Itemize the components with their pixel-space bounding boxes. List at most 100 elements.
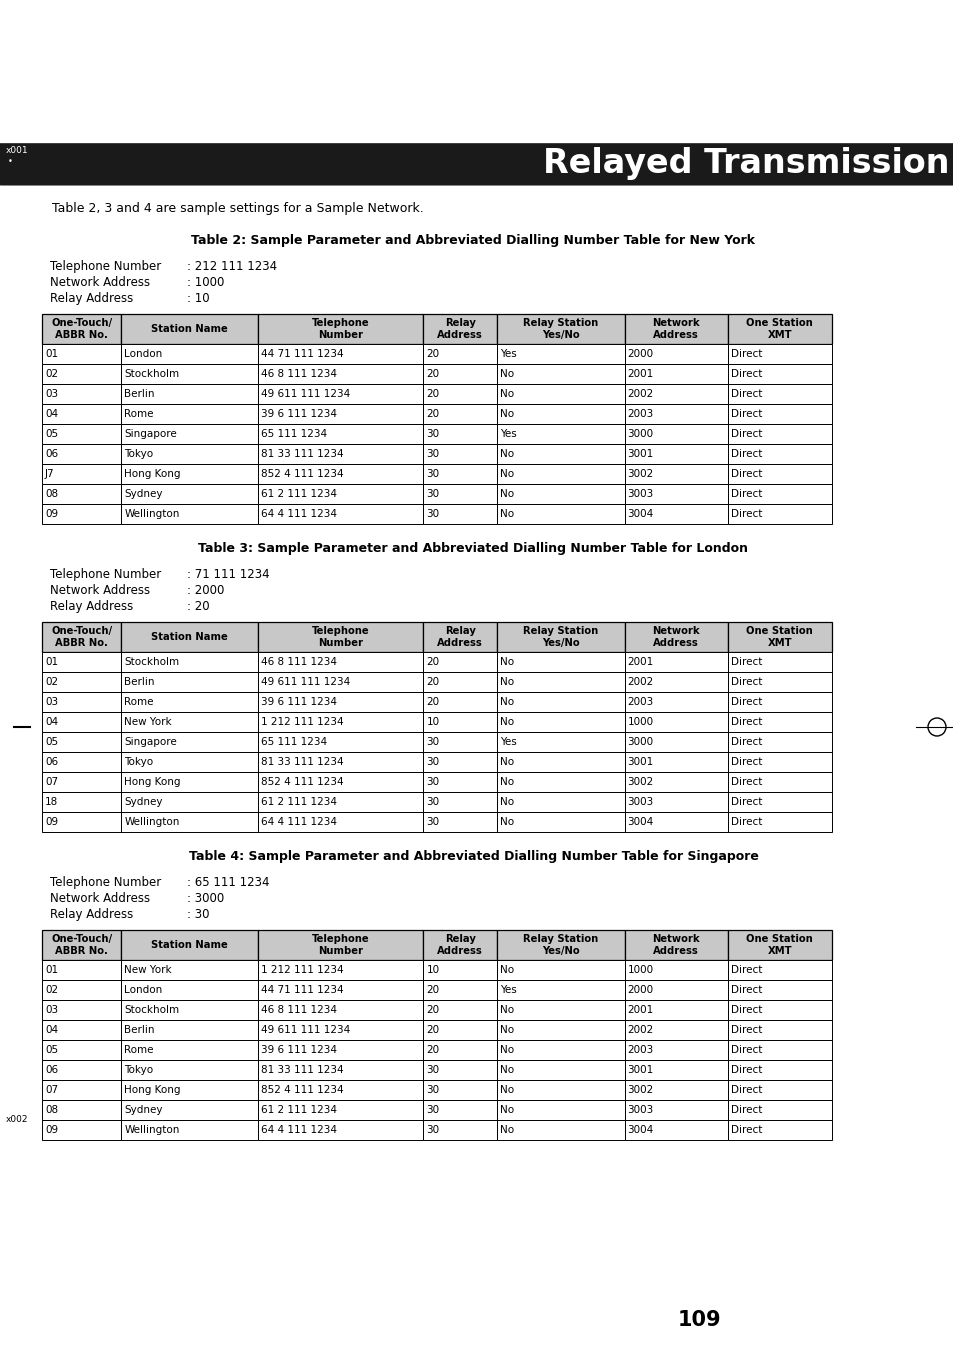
Bar: [497, 960, 624, 979]
Bar: [497, 384, 624, 403]
Bar: [624, 424, 727, 444]
Text: Stockholm: Stockholm: [124, 370, 179, 379]
Text: 3003: 3003: [627, 797, 653, 807]
Text: 30: 30: [426, 488, 439, 499]
Text: Relay
Address: Relay Address: [436, 935, 482, 956]
Text: Sydney: Sydney: [124, 488, 163, 499]
Bar: [42, 484, 121, 505]
Text: 49 611 111 1234: 49 611 111 1234: [260, 389, 350, 399]
Text: Network Address: Network Address: [50, 584, 150, 598]
Text: 03: 03: [45, 697, 58, 707]
Bar: [257, 652, 423, 672]
Text: 09: 09: [45, 1125, 58, 1135]
Bar: [42, 314, 121, 344]
Bar: [42, 1000, 121, 1020]
Bar: [42, 622, 121, 652]
Bar: [42, 1081, 121, 1099]
Text: Table 2, 3 and 4 are sample settings for a Sample Network.: Table 2, 3 and 4 are sample settings for…: [52, 202, 423, 214]
Bar: [624, 505, 727, 523]
Text: 20: 20: [426, 1045, 439, 1055]
Bar: [121, 444, 257, 464]
Text: 20: 20: [426, 657, 439, 666]
Bar: [423, 751, 497, 772]
Bar: [42, 1099, 121, 1120]
Text: 44 71 111 1234: 44 71 111 1234: [260, 985, 343, 996]
Text: 09: 09: [45, 817, 58, 827]
Bar: [727, 792, 831, 812]
Text: 03: 03: [45, 389, 58, 399]
Bar: [42, 403, 121, 424]
Text: : 71 111 1234: : 71 111 1234: [187, 568, 270, 581]
Bar: [423, 444, 497, 464]
Bar: [727, 1120, 831, 1140]
Bar: [423, 1000, 497, 1020]
Bar: [497, 979, 624, 1000]
Text: Stockholm: Stockholm: [124, 657, 179, 666]
Bar: [121, 1000, 257, 1020]
Text: 2003: 2003: [627, 409, 653, 420]
Bar: [257, 384, 423, 403]
Bar: [257, 1000, 423, 1020]
Bar: [497, 1060, 624, 1081]
Bar: [257, 812, 423, 832]
Bar: [42, 364, 121, 384]
Bar: [497, 652, 624, 672]
Text: 46 8 111 1234: 46 8 111 1234: [260, 657, 336, 666]
Bar: [121, 384, 257, 403]
Text: No: No: [499, 449, 514, 459]
Text: No: No: [499, 718, 514, 727]
Text: : 10: : 10: [187, 291, 210, 305]
Bar: [624, 792, 727, 812]
Text: Direct: Direct: [730, 370, 761, 379]
Text: Direct: Direct: [730, 409, 761, 420]
Text: 30: 30: [426, 737, 439, 747]
Bar: [497, 733, 624, 751]
Text: 39 6 111 1234: 39 6 111 1234: [260, 1045, 336, 1055]
Text: : 2000: : 2000: [187, 584, 224, 598]
Bar: [257, 672, 423, 692]
Bar: [497, 812, 624, 832]
Bar: [257, 929, 423, 960]
Bar: [423, 772, 497, 792]
Text: Direct: Direct: [730, 777, 761, 786]
Text: 18: 18: [45, 797, 58, 807]
Text: 01: 01: [45, 349, 58, 359]
Text: x002: x002: [6, 1116, 29, 1125]
Bar: [423, 929, 497, 960]
Bar: [497, 464, 624, 484]
Text: Direct: Direct: [730, 488, 761, 499]
Bar: [497, 1099, 624, 1120]
Bar: [727, 692, 831, 712]
Text: 05: 05: [45, 429, 58, 438]
Bar: [727, 484, 831, 505]
Text: Direct: Direct: [730, 965, 761, 975]
Bar: [257, 464, 423, 484]
Bar: [497, 1000, 624, 1020]
Bar: [257, 403, 423, 424]
Bar: [497, 772, 624, 792]
Text: 20: 20: [426, 697, 439, 707]
Text: 20: 20: [426, 409, 439, 420]
Bar: [121, 622, 257, 652]
Text: 3001: 3001: [627, 1064, 653, 1075]
Text: Stockholm: Stockholm: [124, 1005, 179, 1014]
Bar: [727, 364, 831, 384]
Bar: [42, 1040, 121, 1060]
Text: 81 33 111 1234: 81 33 111 1234: [260, 757, 343, 768]
Text: Relayed Transmission: Relayed Transmission: [543, 147, 949, 181]
Text: 3002: 3002: [627, 469, 653, 479]
Bar: [497, 1120, 624, 1140]
Bar: [121, 314, 257, 344]
Bar: [624, 652, 727, 672]
Bar: [42, 1020, 121, 1040]
Bar: [257, 444, 423, 464]
Text: : 212 111 1234: : 212 111 1234: [187, 260, 276, 272]
Text: Rome: Rome: [124, 1045, 153, 1055]
Bar: [497, 929, 624, 960]
Text: 2003: 2003: [627, 1045, 653, 1055]
Text: 2001: 2001: [627, 370, 653, 379]
Text: No: No: [499, 817, 514, 827]
Text: Direct: Direct: [730, 757, 761, 768]
Text: One-Touch/
ABBR No.: One-Touch/ ABBR No.: [51, 935, 112, 956]
Bar: [727, 403, 831, 424]
